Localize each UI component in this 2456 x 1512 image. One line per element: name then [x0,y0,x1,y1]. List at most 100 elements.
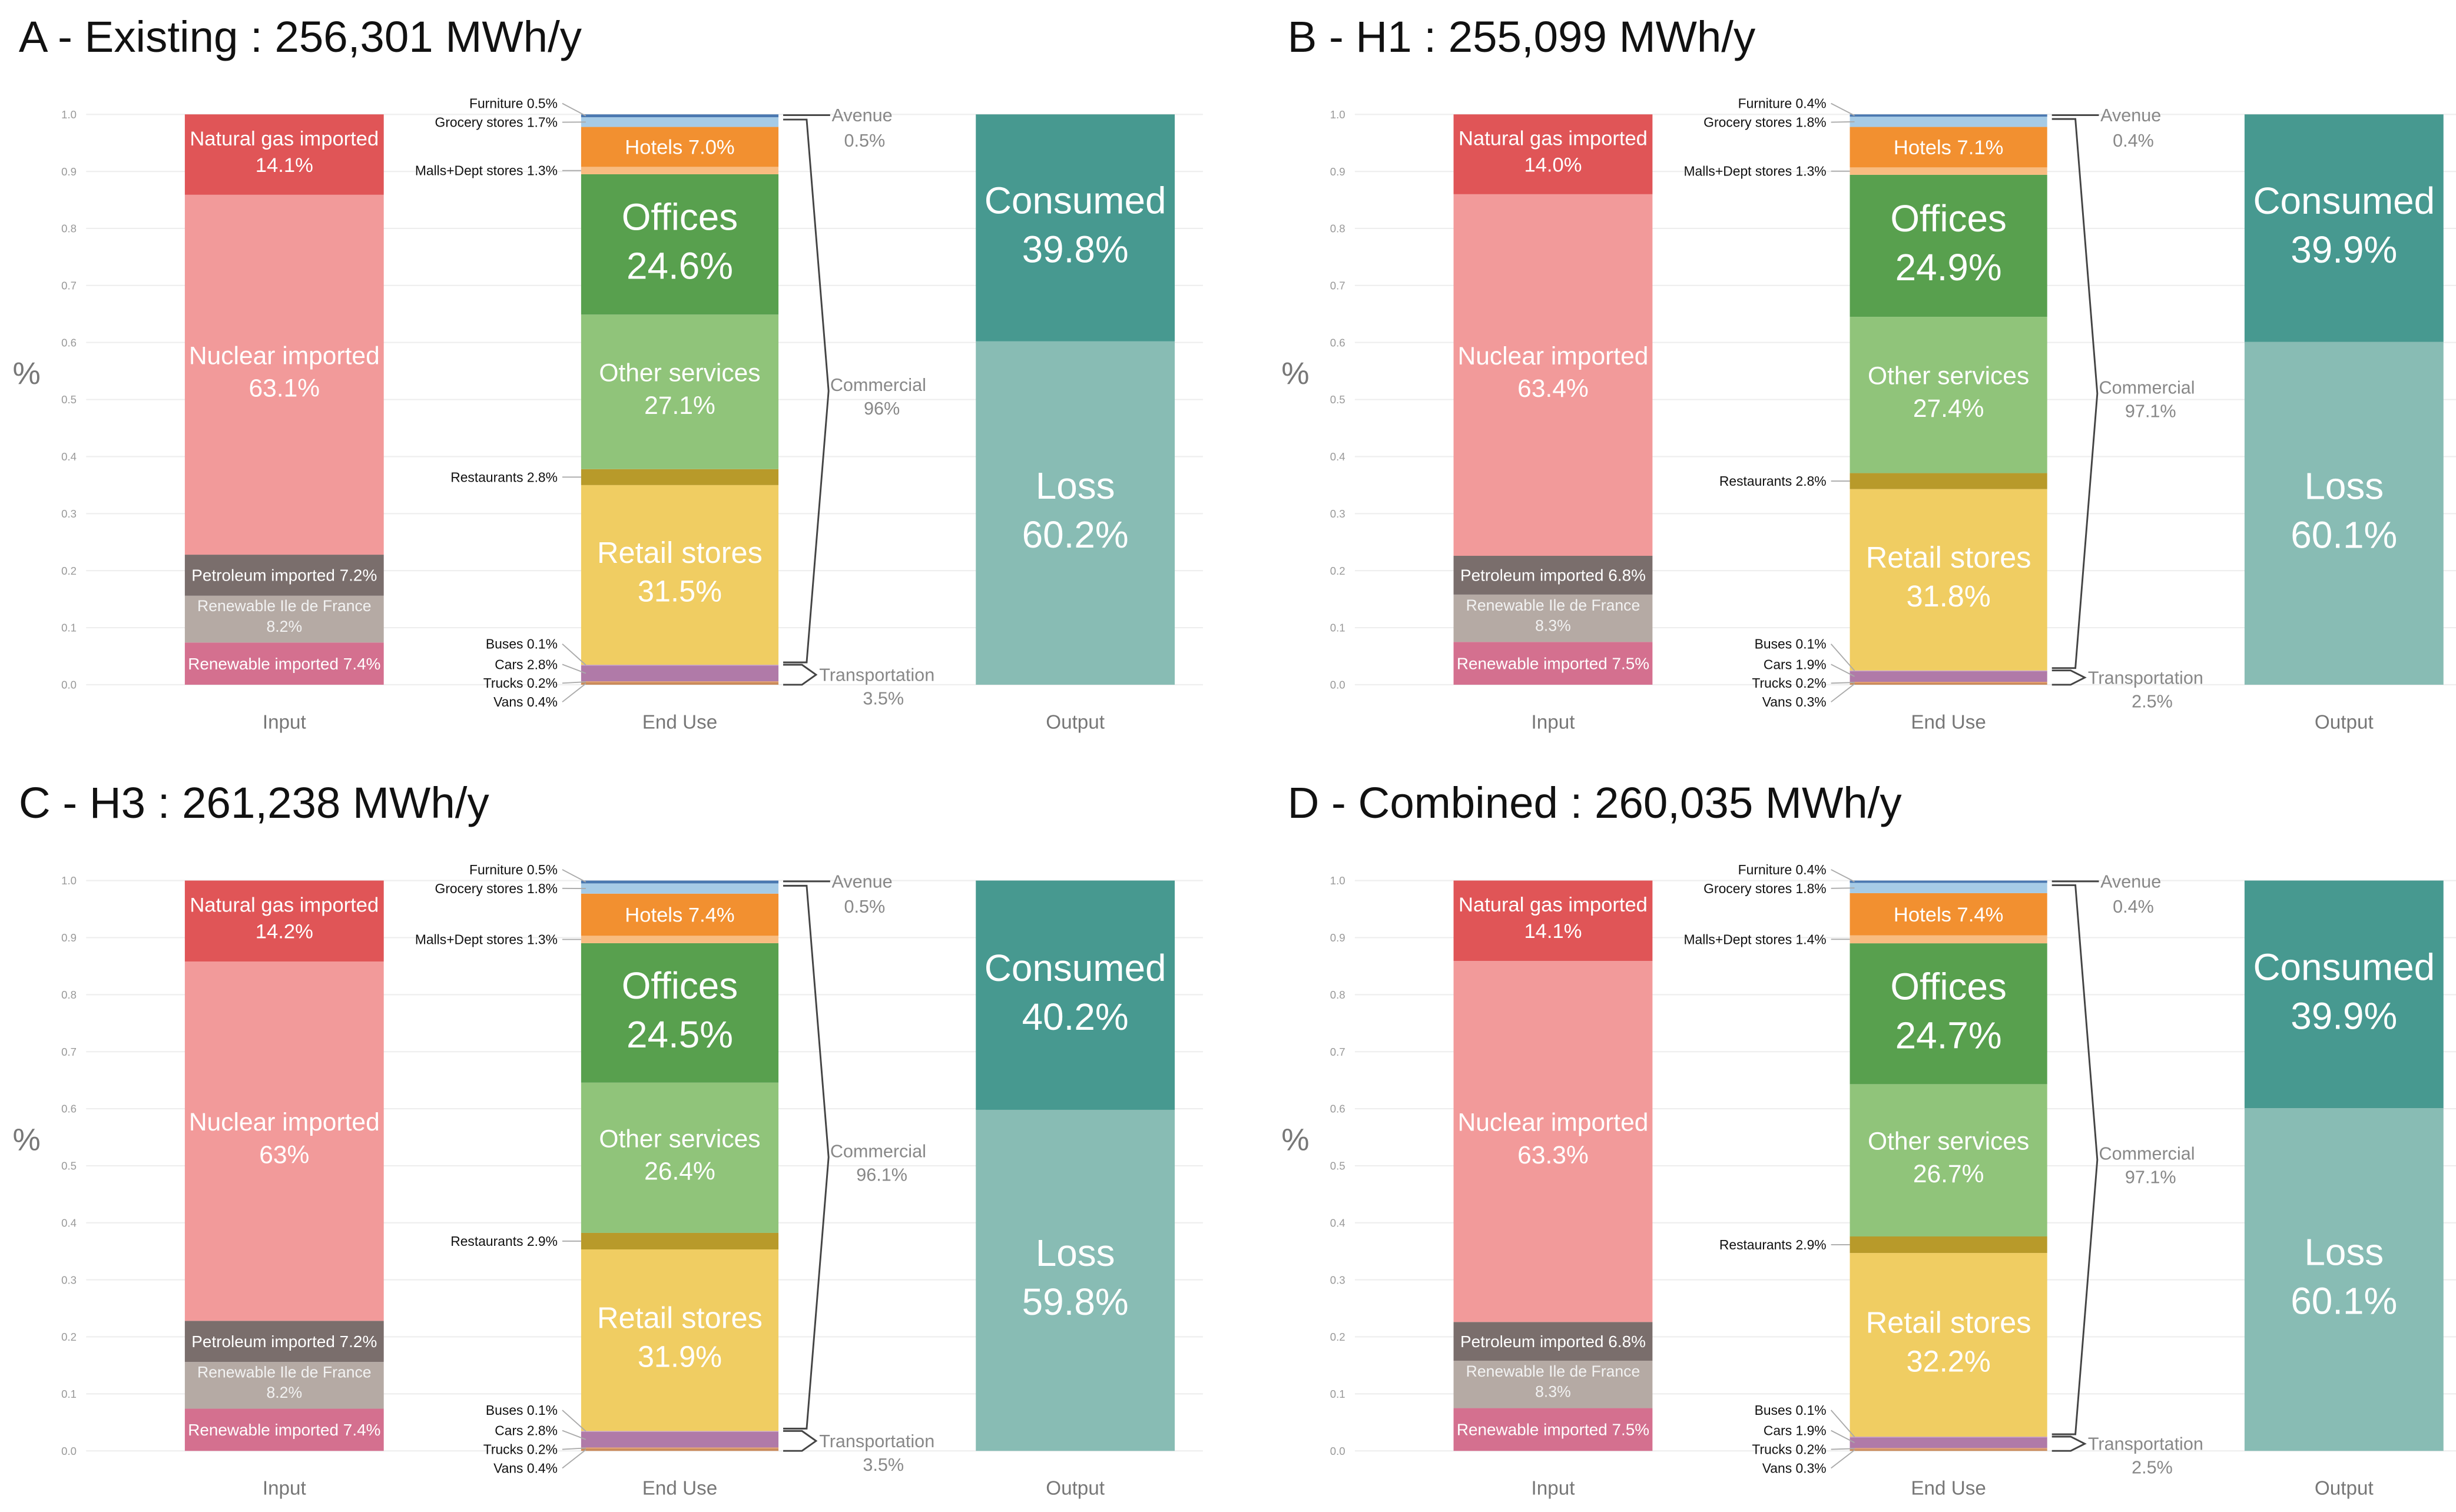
y-tick-label: 0.9 [61,165,77,178]
segment-label: Petroleum imported 7.2% [191,566,377,585]
y-tick-label: 0.2 [1330,565,1345,577]
segment-label-value: 32.2% [1906,1344,1990,1378]
leader-line [1831,1448,1855,1450]
group-label-avenue: Avenue [832,872,893,892]
end-use-segment-grocery-stores [581,117,779,127]
end-use-outside-label-grocery-stores: Grocery stores 1.8% [1703,115,1826,130]
end-use-outside-label-buses: Buses 0.1% [1755,636,1827,652]
input-segment-renewable-imported [184,642,384,685]
segment-label: Petroleum imported 6.8% [1460,1332,1646,1351]
leader-line [562,1410,586,1432]
leader-line [562,1447,586,1450]
end-use-outside-label-vans: Vans 0.4% [493,1460,558,1475]
segment-label-value: 24.6% [627,245,733,287]
segment-label-name: Loss [1036,1232,1115,1274]
leader-line [562,1430,586,1440]
group-label-transportation: Transportation [2088,668,2203,688]
end-use-outside-label-cars: Cars 2.8% [495,1423,558,1438]
y-tick-label: 0.8 [1330,223,1345,235]
leader-line [1831,683,1855,702]
transportation-brace [2051,669,2087,686]
leader-line [1830,644,1855,671]
leader-line [1831,664,1855,677]
end-use-segment-offices [581,943,779,1083]
end-use-segment-retail-stores [581,1249,779,1431]
y-tick-label: 0.8 [1330,989,1345,1001]
end-use-outside-label-trucks: Trucks 0.2% [483,675,558,691]
end-use-segment-other-services [1850,1084,2047,1237]
end-use-segment-vans [581,1448,779,1451]
y-tick-label: 0.1 [61,1388,77,1400]
group-value-transportation: 3.5% [863,689,904,709]
group-value-transportation: 2.5% [2132,691,2173,711]
group-value-transportation: 3.5% [863,1455,904,1475]
segment-label-name: Renewable Ile de France [1466,1362,1640,1380]
end-use-segment-furniture [1850,114,2047,117]
segment-label: Renewable imported 7.4% [188,655,380,673]
end-use-segment-vans [581,682,779,685]
commercial-brace [2051,118,2099,669]
segment-label-name: Natural gas imported [190,128,379,150]
transportation-brace [783,664,818,686]
end-use-segment-offices [581,174,779,315]
input-segment-petroleum-imported [184,1321,384,1362]
input-segment-petroleum-imported [1453,1322,1653,1361]
segment-label-name: Retail stores [1866,1306,2031,1339]
end-use-segment-retail-stores [1850,1253,2047,1437]
end-use-segment-malls-dept-stores [581,167,779,174]
segment-label-name: Other services [1868,362,2029,390]
end-use-outside-label-malls-dept-stores: Malls+Dept stores 1.3% [415,932,558,947]
x-axis-label-input: Input [263,1478,306,1500]
leader-line [562,869,586,883]
segment-label-name: Consumed [2253,946,2435,988]
y-tick-label: 1.0 [61,874,77,887]
commercial-brace [783,118,830,664]
y-tick-label: 0.3 [1330,1274,1345,1286]
end-use-segment-cars [581,1431,779,1448]
end-use-segment-hotels [1850,893,2047,936]
segment-label: Hotels 7.4% [625,904,734,927]
segment-label-name: Renewable Ile de France [197,1364,372,1381]
input-segment-nuclear-imported [1453,194,1653,556]
segment-label: Renewable imported 7.5% [1457,1421,1649,1439]
end-use-segment-trucks [581,681,779,683]
y-tick-label: 0.0 [1330,1445,1345,1457]
y-axis-label: % [13,356,41,391]
end-use-outside-label-buses: Buses 0.1% [486,1402,558,1418]
group-label-commercial: Commercial [2099,1144,2195,1164]
group-value-avenue: 0.4% [2113,131,2154,151]
y-tick-label: 0.3 [1330,508,1345,520]
segment-label-name: Loss [1036,465,1115,507]
end-use-outside-label-trucks: Trucks 0.2% [483,1442,558,1457]
x-axis-label-end-use: End Use [642,1478,718,1500]
segment-label-name: Loss [2304,465,2384,507]
y-tick-label: 0.7 [61,280,77,292]
end-use-outside-label-buses: Buses 0.1% [486,636,558,652]
segment-label-name: Other services [1868,1128,2029,1156]
y-tick-label: 0.2 [1330,1331,1345,1343]
group-label-commercial: Commercial [830,375,926,395]
end-use-outside-label-furniture: Furniture 0.4% [1738,96,1827,111]
input-segment-nuclear-imported [184,961,384,1321]
leader-line [1831,102,1855,117]
input-segment-renewable-ile-de-france [1453,594,1653,642]
end-use-segment-hotels [1850,127,2047,168]
segment-label-value: 26.7% [1913,1160,1984,1188]
panel-title: D - Combined : 260,035 MWh/y [1288,778,1903,827]
segment-label-value: 60.1% [2291,1280,2397,1322]
end-use-segment-vans [1850,1449,2047,1451]
y-tick-label: 0.5 [61,1160,77,1172]
segment-label-value: 26.4% [644,1158,715,1186]
segment-label-value: 31.9% [638,1339,722,1373]
y-tick-label: 0.2 [61,565,77,577]
segment-label-name: Natural gas imported [190,894,379,917]
segment-label-value: 63% [259,1140,309,1169]
segment-label-value: 8.2% [266,1384,302,1401]
end-use-outside-label-cars: Cars 1.9% [1764,656,1827,672]
segment-label-value: 39.9% [2291,994,2397,1037]
end-use-outside-label-furniture: Furniture 0.4% [1738,862,1827,877]
y-tick-label: 0.5 [1330,393,1345,406]
output-segment-consumed [2244,114,2444,342]
input-segment-renewable-ile-de-france [1453,1361,1653,1408]
